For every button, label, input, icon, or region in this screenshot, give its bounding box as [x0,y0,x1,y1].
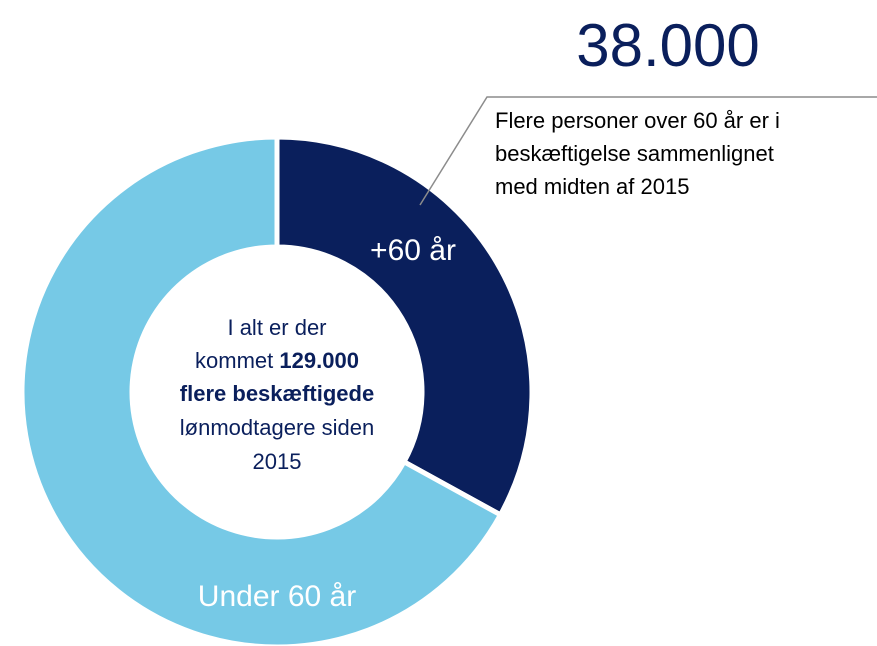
annotation-text: Flere personer over 60 år er i [495,108,780,133]
donut [19,134,535,646]
donut-segment [274,134,535,519]
center-line: flere beskæftigede [180,381,374,406]
center-line: 2015 [253,449,302,474]
annotation-value: 38.000 [576,12,760,79]
annotation-text: beskæftigelse sammenlignet [495,141,774,166]
center-line: I alt er der [227,315,326,340]
center-part: kommet [195,348,279,373]
center-text: I alt er der kommet 129.000 flere beskæf… [180,315,374,474]
donut-segment [19,134,504,646]
center-line: lønmodtagere siden [180,415,374,440]
leader-line [419,96,877,206]
segment-label: +60 år [370,234,456,267]
annotation-text: med midten af 2015 [495,174,689,199]
center-part: 129.000 [279,348,359,373]
center-line: kommet 129.000 [195,348,359,373]
segment-label: Under 60 år [198,580,356,613]
